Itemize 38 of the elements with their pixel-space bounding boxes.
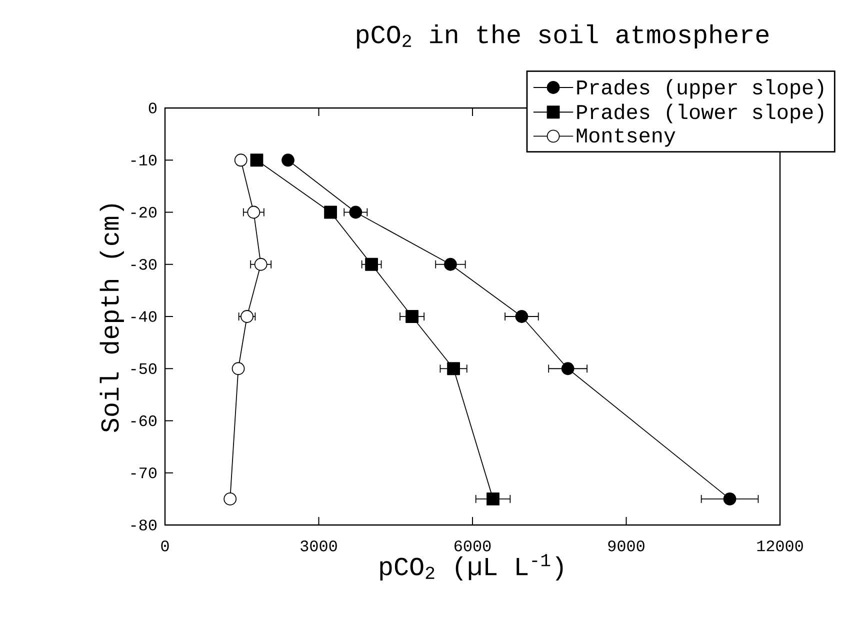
y-tick-label: -50 bbox=[131, 363, 156, 374]
legend-label: Prades (lower slope) bbox=[577, 104, 824, 124]
point bbox=[240, 310, 254, 323]
point bbox=[365, 258, 378, 271]
point bbox=[444, 258, 457, 271]
y-tick-label: 0 bbox=[148, 102, 156, 114]
y-tick-label: -30 bbox=[131, 258, 156, 270]
point bbox=[282, 154, 294, 167]
legend-label: Prades (upper slope) bbox=[577, 79, 824, 99]
point bbox=[224, 492, 237, 506]
x-tick-label: 6000 bbox=[454, 540, 491, 552]
x-tick-label: 0 bbox=[161, 540, 169, 552]
chart-title: pCO$_{2}$ in the soil atmosphere bbox=[357, 24, 769, 49]
x-tick-label: 3000 bbox=[300, 540, 337, 552]
point bbox=[234, 154, 248, 167]
point bbox=[349, 206, 362, 219]
y-tick-label: -40 bbox=[131, 311, 156, 322]
y-tick-label: -20 bbox=[131, 206, 156, 218]
point bbox=[447, 362, 460, 376]
point bbox=[250, 154, 264, 167]
legend-label: Montseny bbox=[576, 128, 676, 147]
x-axis-title: pCO$_{2}$ (µL L$^{-1}$) bbox=[380, 554, 563, 580]
x-tick-label: 12000 bbox=[757, 540, 803, 552]
point bbox=[561, 362, 574, 376]
x-tick-label: 9000 bbox=[608, 540, 644, 552]
point bbox=[486, 492, 500, 506]
point bbox=[232, 362, 245, 376]
point bbox=[247, 206, 260, 219]
point bbox=[515, 310, 528, 323]
point bbox=[723, 492, 736, 506]
y-axis-title: Soil depth (cm) bbox=[100, 204, 124, 432]
point bbox=[254, 258, 268, 271]
y-tick-label: -80 bbox=[131, 520, 156, 530]
y-tick-label: -70 bbox=[131, 467, 156, 478]
y-tick-label: -10 bbox=[131, 154, 156, 166]
y-tick-label: -60 bbox=[131, 415, 156, 426]
point bbox=[406, 310, 418, 323]
point bbox=[324, 206, 337, 219]
